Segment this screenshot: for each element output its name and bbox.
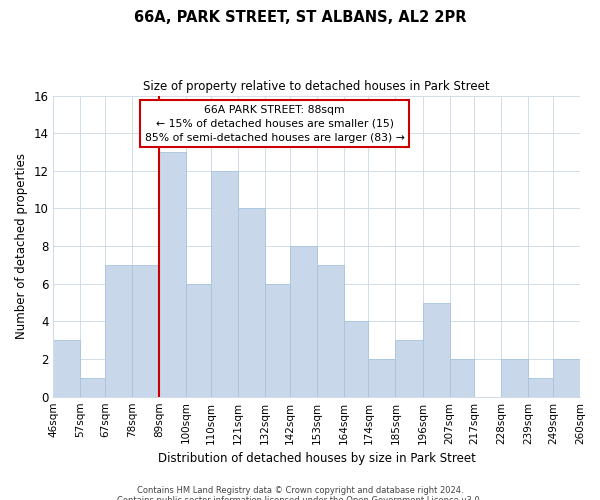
Bar [422,302,449,396]
Bar [344,322,368,396]
Bar [80,378,105,396]
Title: Size of property relative to detached houses in Park Street: Size of property relative to detached ho… [143,80,490,93]
Bar [529,378,553,396]
Bar [186,284,211,397]
Bar [105,265,132,396]
Bar [553,359,580,397]
Bar [317,265,344,396]
Bar [159,152,186,396]
Bar [368,359,395,397]
Text: Contains HM Land Registry data © Crown copyright and database right 2024.: Contains HM Land Registry data © Crown c… [137,486,463,495]
Bar [395,340,422,396]
Text: Contains public sector information licensed under the Open Government Licence v3: Contains public sector information licen… [118,496,482,500]
Bar [132,265,159,396]
Bar [265,284,290,397]
Bar [290,246,317,396]
Bar [53,340,80,396]
Text: 66A PARK STREET: 88sqm
← 15% of detached houses are smaller (15)
85% of semi-det: 66A PARK STREET: 88sqm ← 15% of detached… [145,104,404,142]
Y-axis label: Number of detached properties: Number of detached properties [15,153,28,339]
Bar [449,359,474,397]
Bar [238,208,265,396]
Text: 66A, PARK STREET, ST ALBANS, AL2 2PR: 66A, PARK STREET, ST ALBANS, AL2 2PR [134,10,466,25]
X-axis label: Distribution of detached houses by size in Park Street: Distribution of detached houses by size … [158,452,476,465]
Bar [211,171,238,396]
Bar [501,359,529,397]
